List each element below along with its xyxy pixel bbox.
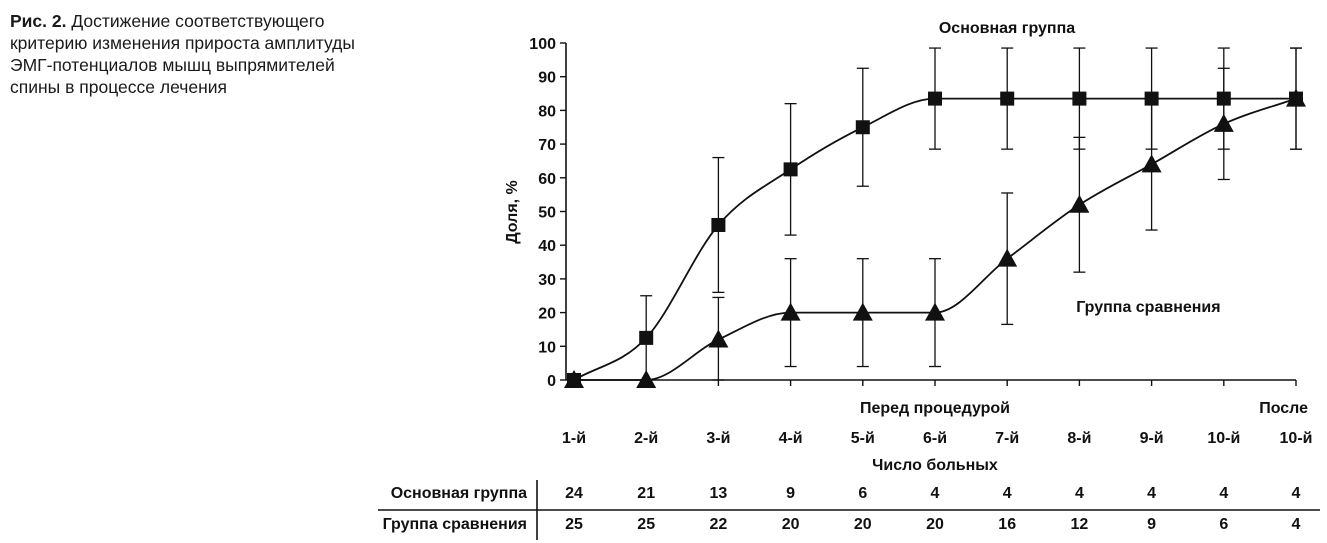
y-tick-label: 90 bbox=[538, 70, 556, 87]
figure-caption-text: Достижение соответствующего критерию изм… bbox=[10, 11, 355, 97]
table-cell: 4 bbox=[1219, 485, 1228, 502]
category-note-after: После bbox=[1259, 400, 1308, 417]
series-1 bbox=[567, 47, 1303, 387]
table-cell: 6 bbox=[1219, 516, 1228, 533]
main-group-annotation: Основная группа bbox=[939, 20, 1075, 37]
table-cell: 20 bbox=[782, 516, 800, 533]
x-tick-label: 10-й bbox=[1207, 430, 1240, 447]
table-cell: 6 bbox=[858, 485, 867, 502]
table-cell: 16 bbox=[998, 516, 1016, 533]
table-cell: 4 bbox=[931, 485, 940, 502]
table-cell: 4 bbox=[1292, 485, 1301, 502]
data-point-square bbox=[855, 120, 870, 135]
x-tick-label: 6-й bbox=[923, 430, 947, 447]
y-tick-label: 10 bbox=[538, 339, 556, 356]
table-cell: 22 bbox=[710, 516, 728, 533]
y-tick-label: 40 bbox=[538, 238, 556, 255]
data-point-square bbox=[783, 162, 798, 177]
data-point-triangle bbox=[1213, 113, 1234, 132]
y-tick-label: 80 bbox=[538, 103, 556, 120]
data-point-square bbox=[1072, 91, 1087, 106]
table-cell: 21 bbox=[637, 485, 655, 502]
y-tick-label: 0 bbox=[547, 373, 556, 390]
table-cell: 20 bbox=[926, 516, 944, 533]
x-tick-label: 3-й bbox=[706, 430, 730, 447]
data-point-triangle bbox=[925, 302, 945, 321]
series-2 bbox=[564, 47, 1306, 388]
table-cell: 12 bbox=[1071, 516, 1089, 533]
x-tick-label: 2-й bbox=[634, 430, 658, 447]
table-cell: 9 bbox=[786, 485, 795, 502]
y-tick-label: 60 bbox=[538, 171, 556, 188]
table-cell: 4 bbox=[1292, 516, 1301, 533]
x-tick-label: 9-й bbox=[1140, 430, 1164, 447]
series-line bbox=[573, 97, 1296, 381]
data-point-triangle bbox=[1286, 88, 1306, 107]
table-cell: 25 bbox=[565, 516, 583, 533]
chart-axes: 0 10 20 30 40 50 60 70 80 90 100 1-й 2-й 3-й 4-й 5-й 6-й… bbox=[529, 36, 1312, 447]
data-point-square bbox=[639, 330, 654, 345]
y-tick-label: 20 bbox=[538, 306, 556, 323]
y-tick-label: 50 bbox=[538, 205, 556, 222]
x-tick-label: 10-й bbox=[1280, 430, 1313, 447]
comparison-group-annotation: Группа сравнения bbox=[1076, 299, 1220, 316]
y-tick-label: 30 bbox=[538, 272, 556, 289]
data-point-triangle bbox=[780, 302, 801, 321]
data-point-square bbox=[928, 91, 942, 106]
figure-caption: Рис. 2. Достижение соответствующего крит… bbox=[10, 10, 355, 98]
chart-labels: Доля, % Число больных Перед процедурой Посл… bbox=[504, 20, 1308, 474]
y-tick-label: 100 bbox=[529, 36, 556, 53]
data-point-square bbox=[711, 217, 726, 232]
table-cell: 25 bbox=[637, 516, 655, 533]
figure-label: Рис. 2. bbox=[10, 11, 67, 31]
data-point-triangle bbox=[636, 370, 657, 388]
counts-table: Основная группа 24 21 13 9 6 4 4 4 4 4 4 Группа срав… bbox=[378, 480, 1320, 540]
x-tick-label: 7-й bbox=[995, 430, 1019, 447]
x-tick-label: 5-й bbox=[851, 430, 875, 447]
table-cell: 4 bbox=[1003, 485, 1012, 502]
data-point-triangle bbox=[708, 329, 729, 348]
data-point-square bbox=[1000, 91, 1015, 106]
data-point-triangle bbox=[1069, 194, 1090, 213]
table-cell: 4 bbox=[1147, 485, 1156, 502]
data-point-triangle bbox=[1141, 154, 1162, 173]
table-cell: 9 bbox=[1147, 516, 1156, 533]
table-cell: 24 bbox=[565, 485, 583, 502]
table-cell: 13 bbox=[710, 485, 728, 502]
table-row-label: Группа сравнения bbox=[383, 516, 527, 533]
y-tick-label: 70 bbox=[538, 137, 556, 154]
x-tick-label: 4-й bbox=[779, 430, 803, 447]
table-row-label: Основная группа bbox=[391, 485, 527, 502]
data-point-triangle bbox=[564, 370, 584, 388]
x-tick-label: 1-й bbox=[562, 430, 586, 447]
category-note-before: Перед процедурой bbox=[860, 400, 1010, 417]
table-cell: 4 bbox=[1075, 485, 1084, 502]
table-cell: 20 bbox=[854, 516, 872, 533]
data-point-triangle bbox=[997, 248, 1018, 267]
x-tick-label: 8-й bbox=[1067, 430, 1091, 447]
y-axis-title: Доля, % bbox=[504, 180, 521, 244]
x-axis-title: Число больных bbox=[872, 457, 998, 474]
data-point-triangle bbox=[852, 302, 873, 321]
chart-series-group bbox=[564, 47, 1306, 388]
